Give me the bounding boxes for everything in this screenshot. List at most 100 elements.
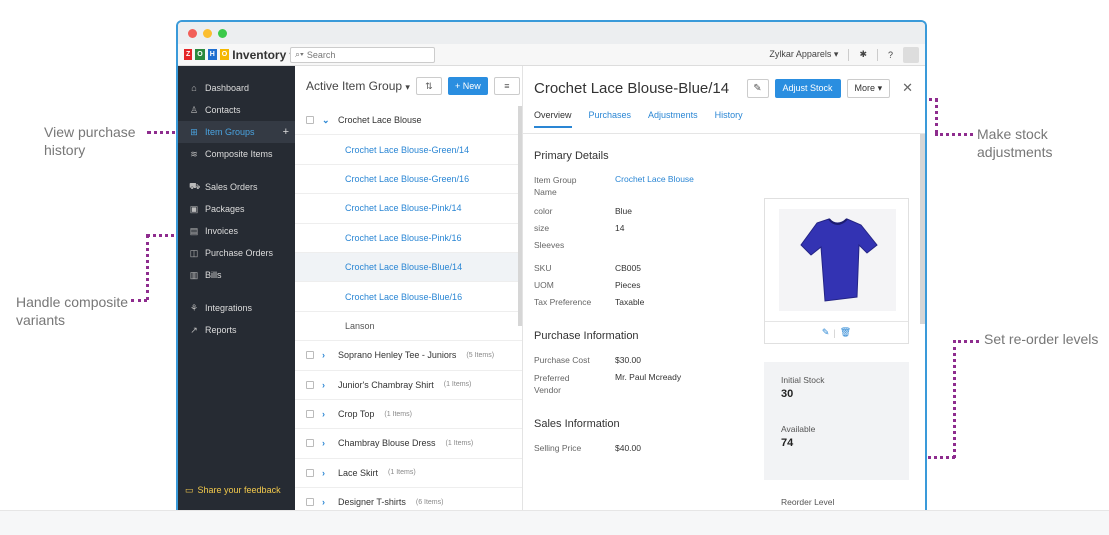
sidebar-item-packages[interactable]: ▣ Packages <box>178 198 295 220</box>
chevron-down-icon[interactable]: ⌄ <box>322 114 330 125</box>
chat-icon: ▭ <box>185 485 194 495</box>
item-image-card: ✎ | 🗑 <box>764 198 909 344</box>
row-checkbox[interactable] <box>306 439 314 448</box>
row-checkbox[interactable] <box>306 380 314 389</box>
trash-icon[interactable]: 🗑 <box>839 327 852 337</box>
gear-icon[interactable]: ✱ <box>859 49 867 59</box>
available-label: Available <box>781 424 816 434</box>
tab-adjustments[interactable]: Adjustments <box>648 110 698 120</box>
annotation-line-reorder-v <box>953 340 956 458</box>
chevron-right-icon[interactable]: › <box>322 467 325 478</box>
plug-icon: ⚘ <box>189 302 199 313</box>
list-item[interactable]: Crochet Lace Blouse-Blue/16 <box>295 282 522 312</box>
list-view-selector[interactable]: Active Item Group ▾ <box>306 79 410 93</box>
feedback-link[interactable]: ▭ Share your feedback <box>185 485 281 496</box>
field-label: SKU <box>534 263 552 273</box>
divider <box>848 48 850 61</box>
item-count: (6 Items) <box>415 498 444 506</box>
list-item[interactable]: › Lace Skirt (1 Items) <box>295 459 522 489</box>
sidebar-item-composite-items[interactable]: ≋ Composite Items <box>178 143 295 165</box>
adjust-stock-button[interactable]: Adjust Stock <box>774 78 841 98</box>
list-item[interactable]: › Designer T-shirts (6 Items) <box>295 488 522 510</box>
sidebar-item-sales-orders[interactable]: ⛟ Sales Orders <box>178 176 295 198</box>
chevron-right-icon[interactable]: › <box>322 497 325 508</box>
sidebar-item-label: Invoices <box>205 226 239 236</box>
item-count: (1 Items) <box>445 439 474 447</box>
sidebar-item-dashboard[interactable]: ⌂ Dashboard <box>178 77 295 99</box>
help-icon[interactable]: ? <box>887 49 893 60</box>
detail-header: Crochet Lace Blouse-Blue/14 ✎ Adjust Sto… <box>523 66 925 110</box>
list-title: Active Item Group <box>306 79 403 93</box>
edit-button[interactable]: ✎ <box>746 78 769 98</box>
avatar[interactable] <box>903 46 919 63</box>
annotation-line-stock-h2 <box>935 133 973 136</box>
pencil-icon[interactable]: ✎ <box>801 509 809 510</box>
chevron-right-icon[interactable]: › <box>322 379 325 390</box>
sort-button[interactable]: ⇅ <box>415 77 442 95</box>
list-item[interactable]: Crochet Lace Blouse-Green/16 <box>295 165 522 195</box>
list-item[interactable]: Lanson <box>295 312 522 342</box>
sidebar-item-contacts[interactable]: ♙ Contacts <box>178 99 295 121</box>
org-switcher[interactable]: Zylkar Apparels ▾ <box>769 49 838 60</box>
search-placeholder: Search <box>306 49 336 60</box>
sidebar-item-bills[interactable]: ▥ Bills <box>178 264 295 286</box>
page-title: Crochet Lace Blouse-Blue/14 <box>534 79 730 97</box>
search-input[interactable]: ⌕▾ Search <box>290 46 435 63</box>
footer-strip <box>0 510 1109 535</box>
list-item[interactable]: ⌄ Crochet Lace Blouse <box>295 106 522 136</box>
field-label: Item Group Name <box>534 175 577 197</box>
chevron-right-icon[interactable]: › <box>322 438 325 449</box>
list-scrollbar[interactable] <box>518 106 522 326</box>
bag-icon: ◫ <box>189 247 199 258</box>
list-item-selected[interactable]: Crochet Lace Blouse-Blue/14 <box>295 252 522 283</box>
item-group-link[interactable]: Crochet Lace Blouse <box>615 174 694 184</box>
list-item[interactable]: › Crop Top (1 Items) <box>295 400 522 430</box>
detail-scrollbar[interactable] <box>920 134 925 324</box>
item-name: Crochet Lace Blouse-Pink/16 <box>345 232 462 243</box>
field-value: Taxable <box>615 297 645 307</box>
pencil-icon[interactable]: ✎ <box>821 327 830 337</box>
chevron-right-icon[interactable]: › <box>322 409 325 420</box>
sidebar-item-label: Purchase Orders <box>205 248 274 258</box>
row-checkbox[interactable] <box>306 468 314 477</box>
sidebar-item-reports[interactable]: ↗ Reports <box>178 319 295 341</box>
chevron-right-icon[interactable]: › <box>322 350 325 361</box>
sidebar-item-purchase-orders[interactable]: ◫ Purchase Orders <box>178 242 295 264</box>
tab-overview[interactable]: Overview <box>534 110 572 128</box>
list-item[interactable]: Crochet Lace Blouse-Pink/16 <box>295 224 522 253</box>
pencil-icon: ✎ <box>753 82 762 94</box>
sidebar-item-item-groups[interactable]: ⊞ Item Groups + <box>178 121 295 143</box>
close-icon[interactable]: ✕ <box>902 80 913 95</box>
sidebar-item-integrations[interactable]: ⚘ Integrations <box>178 297 295 319</box>
item-name: Chambray Blouse Dress <box>338 438 436 449</box>
menu-button[interactable]: ≡ <box>493 77 520 95</box>
sidebar-item-invoices[interactable]: ▤ Invoices <box>178 220 295 242</box>
row-checkbox[interactable] <box>306 351 314 360</box>
row-checkbox[interactable] <box>306 410 314 419</box>
row-checkbox[interactable] <box>306 498 314 507</box>
initial-stock-label: Initial Stock <box>781 375 825 385</box>
list-item[interactable]: › Chambray Blouse Dress (1 Items) <box>295 429 522 459</box>
new-button[interactable]: + New <box>447 77 488 95</box>
list-item[interactable]: › Soprano Henley Tee - Juniors (5 Items) <box>295 341 522 371</box>
annotation-line-composite-v <box>146 235 149 300</box>
list-item[interactable]: Crochet Lace Blouse-Green/14 <box>295 135 522 165</box>
list-header: Active Item Group ▾ ⇅ + New ≡ <box>295 66 522 106</box>
tab-purchases[interactable]: Purchases <box>588 110 632 120</box>
close-window-button[interactable] <box>188 28 197 38</box>
chevron-down-icon: ▾ <box>833 49 839 59</box>
minimize-window-button[interactable] <box>203 28 212 38</box>
purchase-info-title: Purchase Information <box>534 330 639 342</box>
list-item[interactable]: › Junior's Chambray Shirt (1 Items) <box>295 371 522 400</box>
sidebar-item-label: Integrations <box>205 303 253 313</box>
maximize-window-button[interactable] <box>218 28 227 38</box>
tab-history[interactable]: History <box>714 110 743 120</box>
field-value: Mr. Paul Mcready <box>615 372 682 382</box>
more-button[interactable]: More ▾ <box>846 78 891 98</box>
logo-letter: Z <box>184 49 193 60</box>
list-item[interactable]: Crochet Lace Blouse-Pink/14 <box>295 194 522 224</box>
add-item-group-button[interactable]: + <box>282 126 289 138</box>
row-checkbox[interactable] <box>306 116 314 125</box>
